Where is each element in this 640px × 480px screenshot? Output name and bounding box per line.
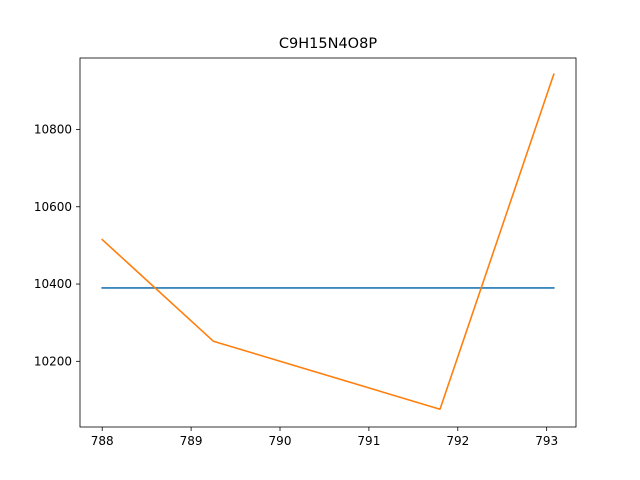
series-layer — [101, 73, 555, 411]
y-tick-label: 10400 — [34, 277, 72, 291]
y-tick-label: 10600 — [34, 200, 72, 214]
x-tick-label: 791 — [357, 434, 380, 448]
series-line-2 — [101, 73, 555, 411]
x-tick-label: 788 — [91, 434, 114, 448]
x-tick-label: 793 — [535, 434, 558, 448]
x-tick-label: 792 — [446, 434, 469, 448]
plot-frame — [79, 57, 577, 428]
chart-title: C9H15N4O8P — [279, 36, 377, 52]
y-tick-label: 10200 — [34, 354, 72, 368]
x-tick-label: 789 — [180, 434, 203, 448]
x-tick-label: 790 — [269, 434, 292, 448]
y-tick-label: 10800 — [34, 122, 72, 136]
axes-layer: 788 789 790 791 792 793 10200 10400 10600 10800 — [34, 57, 577, 448]
